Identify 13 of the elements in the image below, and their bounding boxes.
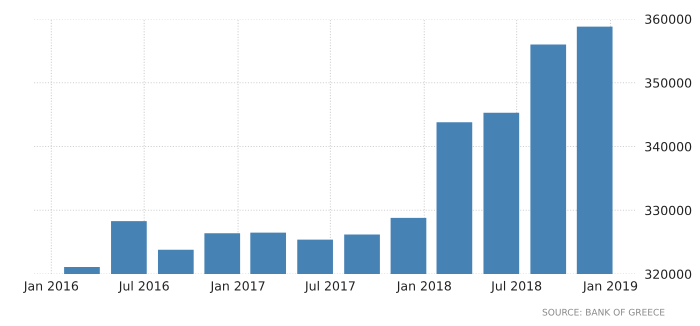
source-note: SOURCE: BANK OF GREECE xyxy=(542,308,664,316)
y-tick-label: 350000 xyxy=(645,78,692,88)
x-tick-label: Jan 2019 xyxy=(582,281,638,293)
y-tick-label: 320000 xyxy=(645,269,692,279)
x-tick-label: Jan 2017 xyxy=(210,281,265,293)
x-tick-label: Jan 2016 xyxy=(23,281,78,293)
y-tick-label: 340000 xyxy=(645,142,692,152)
y-tick-label: 330000 xyxy=(645,206,692,216)
x-tick-label: Jan 2018 xyxy=(396,281,451,293)
x-tick-label: Jul 2018 xyxy=(490,280,542,293)
x-tick-label: Jul 2017 xyxy=(304,280,355,293)
x-tick-label: Jul 2016 xyxy=(118,280,169,293)
y-tick-label: 360000 xyxy=(645,14,692,24)
